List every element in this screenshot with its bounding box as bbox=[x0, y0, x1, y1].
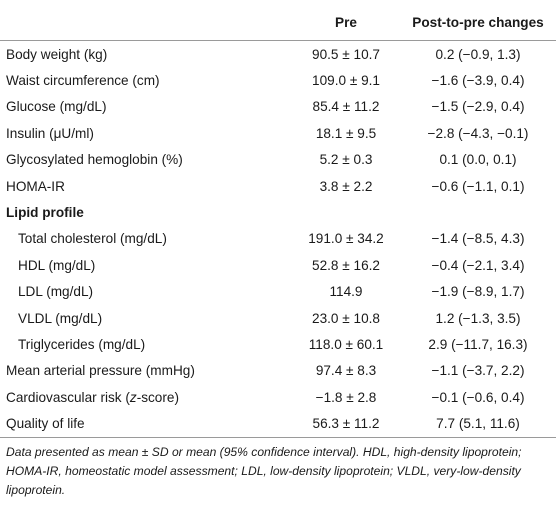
change-value: 2.9 (−11.7, 16.3) bbox=[428, 336, 528, 352]
row-label: Waist circumference (cm) bbox=[6, 73, 160, 89]
change-value: 1.2 (−1.3, 3.5) bbox=[435, 310, 521, 326]
change-value: −2.8 (−4.3, −0.1) bbox=[427, 125, 529, 141]
change-value: −0.1 (−0.6, 0.4) bbox=[431, 389, 525, 405]
table-row: LDL (mg/dL) 114.9 −1.9 (−8.9, 1.7) bbox=[0, 279, 556, 305]
table-row: Triglycerides (mg/dL) 118.0 ± 60.1 2.9 (−1… bbox=[0, 331, 556, 357]
row-label: HOMA-IR bbox=[6, 178, 65, 194]
pre-value: 118.0 ± 60.1 bbox=[308, 336, 384, 352]
change-value: 0.2 (−0.9, 1.3) bbox=[435, 46, 521, 62]
table-row: Insulin (μU/ml) 18.1 ± 9.5 −2.8 (−4.3, −0.… bbox=[0, 120, 556, 146]
header-label bbox=[0, 4, 292, 41]
change-value: −1.1 (−3.7, 2.2) bbox=[431, 363, 525, 379]
table-row: Mean arterial pressure (mmHg) 97.4 ± 8.3 −… bbox=[0, 358, 556, 384]
row-label: VLDL (mg/dL) bbox=[18, 310, 103, 326]
row-label: Glycosylated hemoglobin (%) bbox=[6, 152, 183, 168]
change-value: −0.4 (−2.1, 3.4) bbox=[431, 257, 525, 273]
row-label: LDL (mg/dL) bbox=[18, 284, 94, 300]
pre-value: −1.8 ± 2.8 bbox=[315, 389, 377, 405]
header-pre: Pre bbox=[292, 4, 400, 41]
header-change: Post-to-pre changes bbox=[400, 4, 556, 41]
pre-value: 191.0 ± 34.2 bbox=[308, 231, 384, 247]
pre-value: 97.4 ± 8.3 bbox=[315, 363, 377, 379]
row-label: HDL (mg/dL) bbox=[18, 257, 96, 273]
pre-value: 23.0 ± 10.8 bbox=[312, 310, 380, 326]
row-label: Total cholesterol (mg/dL) bbox=[18, 231, 167, 247]
change-value: 0.1 (0.0, 0.1) bbox=[439, 152, 517, 168]
table-row: Glucose (mg/dL) 85.4 ± 11.2 −1.5 (−2.9, 0.… bbox=[0, 94, 556, 120]
table-row: Glycosylated hemoglobin (%) 5.2 ± 0.3 0.1 … bbox=[0, 147, 556, 173]
change-value: −1.5 (−2.9, 0.4) bbox=[431, 99, 525, 115]
row-label: Mean arterial pressure (mmHg) bbox=[6, 363, 195, 379]
row-label: Quality of life bbox=[0, 410, 292, 438]
change-value: 7.7 (5.1, 11.6) bbox=[400, 410, 556, 438]
table-row: HDL (mg/dL) 52.8 ± 16.2 −0.4 (−2.1, 3.4) bbox=[0, 252, 556, 278]
pre-value: 90.5 ± 10.7 bbox=[312, 46, 380, 62]
table-footnote: Data presented as mean ± SD or mean (95%… bbox=[6, 445, 522, 497]
change-value: −1.4 (−8.5, 4.3) bbox=[431, 231, 525, 247]
row-label: Insulin (μU/ml) bbox=[6, 125, 94, 141]
row-label: Body weight (kg) bbox=[6, 46, 108, 62]
section-label: Lipid profile bbox=[6, 205, 84, 221]
row-label: Cardiovascular risk (z-score) bbox=[6, 389, 179, 405]
row-label: Glucose (mg/dL) bbox=[6, 99, 107, 115]
row-label: Triglycerides (mg/dL) bbox=[18, 336, 146, 352]
table-row: Quality of life 56.3 ± 11.2 7.7 (5.1, 11.6… bbox=[0, 410, 556, 438]
table-row: Waist circumference (cm) 109.0 ± 9.1 −1.6 … bbox=[0, 67, 556, 93]
change-value: −1.9 (−8.9, 1.7) bbox=[431, 284, 525, 300]
pre-value: 114.9 bbox=[329, 284, 363, 300]
table-row: HOMA-IR 3.8 ± 2.2 −0.6 (−1.1, 0.1) bbox=[0, 173, 556, 199]
pre-value: 5.2 ± 0.3 bbox=[319, 152, 373, 168]
pre-value: 56.3 ± 11.2 bbox=[292, 410, 400, 438]
pre-value: 109.0 ± 9.1 bbox=[312, 73, 380, 89]
table-body: Body weight (kg) 90.5 ± 10.7 0.2 (−0.9, 1.… bbox=[0, 41, 556, 438]
section-row: Lipid profile bbox=[0, 199, 556, 225]
results-table: Pre Post-to-pre changes Body weight (kg)… bbox=[0, 4, 556, 438]
table-row: Body weight (kg) 90.5 ± 10.7 0.2 (−0.9, 1.… bbox=[0, 41, 556, 68]
pre-value: 52.8 ± 16.2 bbox=[312, 257, 380, 273]
table-row: Total cholesterol (mg/dL) 191.0 ± 34.2 −1.… bbox=[0, 226, 556, 252]
table-row: VLDL (mg/dL) 23.0 ± 10.8 1.2 (−1.3, 3.5) bbox=[0, 305, 556, 331]
header-row: Pre Post-to-pre changes bbox=[0, 4, 556, 41]
pre-value: 85.4 ± 11.2 bbox=[312, 99, 380, 115]
change-value: −0.6 (−1.1, 0.1) bbox=[431, 178, 525, 194]
change-value: −1.6 (−3.9, 0.4) bbox=[431, 73, 525, 89]
pre-value: 3.8 ± 2.2 bbox=[319, 178, 373, 194]
pre-value: 18.1 ± 9.5 bbox=[315, 125, 377, 141]
table-row: Cardiovascular risk (z-score) −1.8 ± 2.8 −… bbox=[0, 384, 556, 410]
